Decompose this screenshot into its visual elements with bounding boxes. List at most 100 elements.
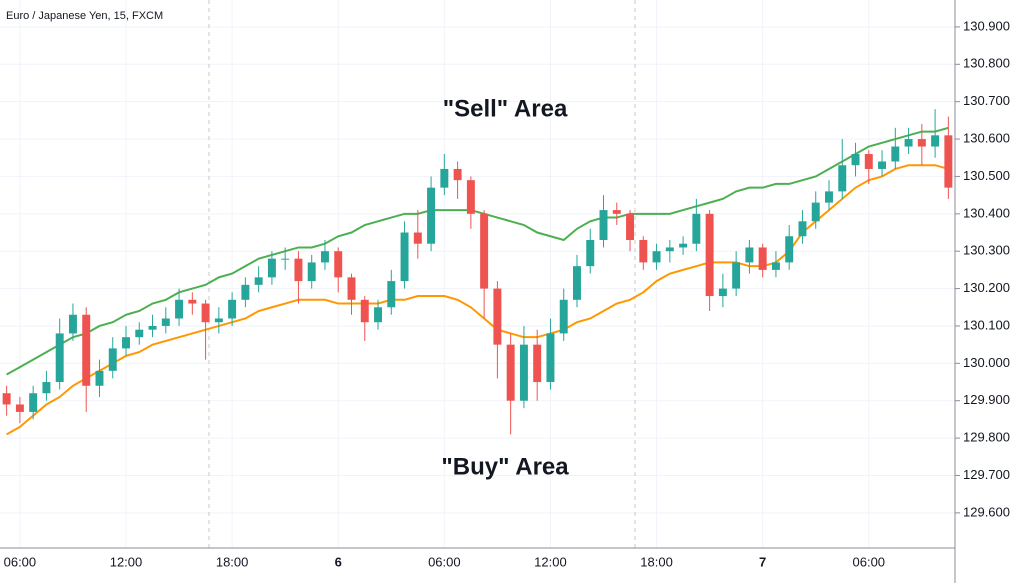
candle-body [493,288,502,345]
candle-body [400,232,409,282]
candle-body [374,307,382,323]
candle-body [161,318,170,326]
candle-body [108,348,117,371]
x-tick-label: 12:00 [110,554,143,569]
y-tick-label: 130.300 [963,243,1010,258]
candle-body [148,325,157,330]
candle-body [825,191,833,203]
x-tick-label: 7 [759,554,766,569]
candle-body [838,165,847,192]
candle-body [745,247,754,263]
candle-body [652,251,661,263]
candle-body [29,393,38,412]
candle-body [559,299,568,334]
candle-body [586,239,595,267]
candle-body [891,146,900,162]
candle-body [334,251,343,278]
candle-body [281,258,290,260]
y-tick-label: 130.000 [963,355,1010,370]
candle-body [506,344,515,401]
candle-body [201,303,210,323]
candle-body [878,161,887,169]
candle-body [931,135,940,147]
candle-body [626,213,635,240]
candle-body [519,344,528,401]
candle-body [95,370,104,386]
candle-body [732,262,741,289]
candle-body [440,168,449,188]
y-tick-label: 129.600 [963,504,1010,519]
candle-body [307,262,316,282]
candle-body [758,247,767,270]
candle-body [453,168,462,181]
y-tick-label: 129.800 [963,430,1010,445]
candle-body [798,221,807,237]
candle-body [42,382,51,394]
candle-body [771,262,780,270]
candle-body [639,239,648,263]
candle-body [294,258,303,282]
candle-body [533,344,542,383]
plot [2,109,953,436]
y-tick-label: 130.100 [963,317,1010,332]
candle-body [387,281,396,308]
candle-body [705,213,714,297]
candle-body [785,236,794,263]
candle-body [122,337,130,349]
candle-body [2,393,11,405]
annotation: "Buy" Area [441,453,569,480]
y-tick-label: 130.600 [963,130,1010,145]
candle-body [413,232,422,244]
y-tick-label: 130.700 [963,93,1010,108]
candle-body [320,251,329,263]
candle-body [241,284,250,300]
candle-body [718,288,727,297]
candle-body [466,180,475,214]
candle-body [679,243,688,248]
band-line [6,126,949,376]
x-tick-label: 18:00 [216,554,249,569]
candle-body [55,333,64,383]
y-tick-label: 129.700 [963,467,1010,482]
y-tick-label: 130.900 [963,18,1010,33]
y-tick-label: 130.200 [963,280,1010,295]
candle-body [267,258,276,278]
candle-body [573,266,581,300]
candle-body [480,213,489,289]
x-tick-label: 06:00 [4,554,37,569]
y-tick-label: 130.400 [963,205,1010,220]
x-tick-label: 06:00 [853,554,886,569]
x-tick-label: 6 [335,554,342,569]
candle-body [904,139,913,147]
y-tick-label: 129.900 [963,392,1010,407]
candle-body [15,404,24,412]
candle-body [665,247,674,252]
candle-body [864,154,873,169]
candle-body [944,135,953,188]
candle-body [347,277,356,300]
y-tick-label: 130.800 [963,56,1010,71]
candle-body [917,139,926,147]
candle-body [599,210,608,240]
candle-body [175,299,184,319]
x-tick-label: 18:00 [640,554,673,569]
candle-body [692,213,701,244]
candle-body [427,187,436,244]
candle-body [254,277,263,285]
candle-body [68,314,77,334]
candle-body [135,329,144,338]
candle-body [851,154,860,166]
candle-body [546,333,555,383]
x-tick-label: 06:00 [428,554,461,569]
candle-body [188,299,197,304]
candle-body [82,314,91,386]
candle-body [214,318,223,323]
candle-body [612,210,621,214]
candle-body [228,299,237,319]
annotation: "Sell" Area [443,95,568,122]
candle-body [360,299,369,323]
y-tick-label: 130.500 [963,168,1010,183]
x-tick-label: 12:00 [534,554,567,569]
